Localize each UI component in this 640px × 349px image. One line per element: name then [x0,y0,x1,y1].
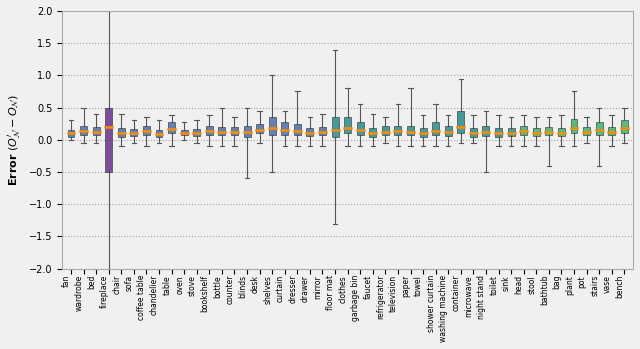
Bar [356,122,364,135]
Bar [105,107,112,172]
Bar [394,126,401,135]
Bar [143,126,150,135]
Bar [558,128,565,136]
Y-axis label: Error $(O_{\mathcal{N}}^{\prime} - O_{\mathcal{N}})$: Error $(O_{\mathcal{N}}^{\prime} - O_{\m… [7,94,24,186]
Bar [621,120,628,133]
Bar [583,127,590,135]
Bar [131,129,138,136]
Bar [193,129,200,136]
Bar [307,128,314,136]
Bar [382,126,389,135]
Bar [282,122,288,135]
Bar [319,127,326,135]
Bar [244,126,250,136]
Bar [470,128,477,136]
Bar [206,126,212,135]
Bar [332,117,339,136]
Bar [495,128,502,136]
Bar [407,126,414,135]
Bar [118,128,125,136]
Bar [156,129,163,136]
Bar [180,129,188,135]
Bar [93,127,100,135]
Bar [269,117,276,135]
Bar [231,127,238,135]
Bar [508,128,515,136]
Bar [432,122,439,135]
Bar [68,130,74,136]
Bar [545,127,552,135]
Bar [344,117,351,133]
Bar [520,126,527,135]
Bar [168,122,175,133]
Bar [420,128,426,136]
Bar [369,128,376,136]
Bar [458,111,464,133]
Bar [80,126,87,135]
Bar [483,126,490,136]
Bar [256,124,263,133]
Bar [608,127,615,135]
Bar [596,122,603,135]
Bar [570,119,577,133]
Bar [218,127,225,135]
Bar [294,124,301,135]
Bar [532,128,540,136]
Bar [445,126,452,136]
